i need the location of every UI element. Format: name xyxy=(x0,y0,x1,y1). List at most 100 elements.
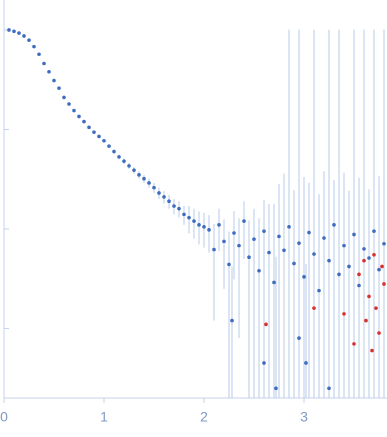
data-point xyxy=(27,38,31,42)
data-point xyxy=(52,78,56,83)
data-point xyxy=(7,28,11,32)
data-point xyxy=(22,34,26,38)
data-point xyxy=(152,185,156,190)
data-point xyxy=(247,255,251,260)
data-point xyxy=(77,114,81,119)
data-point xyxy=(82,119,86,124)
data-point xyxy=(337,272,341,277)
data-point xyxy=(357,283,361,288)
data-point xyxy=(237,243,241,248)
data-point xyxy=(137,173,141,177)
data-point xyxy=(122,159,126,163)
data-point xyxy=(380,264,384,269)
x-tick-label: 2 xyxy=(200,409,208,425)
data-point xyxy=(382,282,386,286)
data-point xyxy=(47,69,51,74)
data-point xyxy=(372,229,376,233)
data-point xyxy=(272,280,276,285)
data-point xyxy=(364,318,368,323)
data-point xyxy=(304,361,308,365)
data-point xyxy=(377,331,381,335)
data-point xyxy=(147,181,151,185)
data-point xyxy=(227,262,231,267)
data-point xyxy=(342,312,346,316)
data-point xyxy=(97,134,101,139)
data-point xyxy=(317,288,321,293)
data-point xyxy=(312,252,316,256)
data-point xyxy=(367,256,371,260)
data-point xyxy=(372,252,376,257)
data-point xyxy=(264,322,268,327)
data-point xyxy=(72,108,76,113)
data-point xyxy=(297,336,301,340)
data-point xyxy=(37,52,41,57)
data-point xyxy=(274,386,278,391)
data-point xyxy=(362,247,366,251)
data-point xyxy=(182,212,186,217)
data-point xyxy=(177,206,181,211)
data-point xyxy=(232,231,236,235)
data-point xyxy=(242,219,246,223)
data-point xyxy=(297,241,301,245)
data-point xyxy=(230,318,234,323)
data-point xyxy=(342,243,346,248)
data-point xyxy=(322,236,326,240)
data-point xyxy=(357,272,361,277)
x-tick-label: 3 xyxy=(300,409,308,425)
data-point xyxy=(107,144,111,148)
data-point xyxy=(112,149,116,154)
data-point xyxy=(187,215,191,220)
data-point xyxy=(172,204,176,208)
data-point xyxy=(367,294,371,299)
data-point xyxy=(327,386,331,391)
data-point xyxy=(370,348,374,353)
data-point xyxy=(202,225,206,229)
data-point xyxy=(292,261,296,266)
x-tick-label: 0 xyxy=(0,409,8,425)
data-point xyxy=(287,225,291,229)
data-point xyxy=(327,258,331,263)
data-point xyxy=(312,306,316,310)
data-point xyxy=(42,61,46,66)
data-point xyxy=(12,29,16,34)
data-point xyxy=(352,342,356,346)
data-point xyxy=(102,138,106,143)
x-tick-label: 1 xyxy=(100,409,108,425)
data-point xyxy=(382,241,386,246)
data-point xyxy=(197,223,201,227)
data-point xyxy=(207,228,211,232)
data-point xyxy=(62,95,66,100)
data-point xyxy=(217,223,221,227)
data-point xyxy=(302,275,306,279)
data-point xyxy=(352,232,356,237)
data-point xyxy=(267,250,271,255)
data-point xyxy=(17,31,21,35)
data-point xyxy=(332,223,336,227)
data-point xyxy=(277,234,281,239)
data-point xyxy=(32,44,36,49)
data-point xyxy=(307,230,311,235)
data-point xyxy=(92,130,96,134)
data-point xyxy=(57,86,61,90)
data-point xyxy=(374,306,378,310)
data-point xyxy=(257,268,261,273)
data-point xyxy=(87,125,91,130)
data-point xyxy=(162,195,166,199)
data-point xyxy=(192,219,196,223)
data-point xyxy=(377,267,381,272)
data-point xyxy=(127,164,131,168)
data-point xyxy=(222,239,226,244)
data-point xyxy=(262,361,266,365)
data-point xyxy=(67,102,71,106)
data-point xyxy=(282,248,286,253)
data-point xyxy=(252,237,256,241)
data-point xyxy=(347,264,351,269)
data-point xyxy=(132,168,136,172)
data-point xyxy=(117,155,121,159)
data-point xyxy=(362,258,366,263)
data-point xyxy=(157,191,161,195)
data-point xyxy=(167,199,171,204)
data-point xyxy=(262,229,266,233)
data-point xyxy=(212,247,216,252)
